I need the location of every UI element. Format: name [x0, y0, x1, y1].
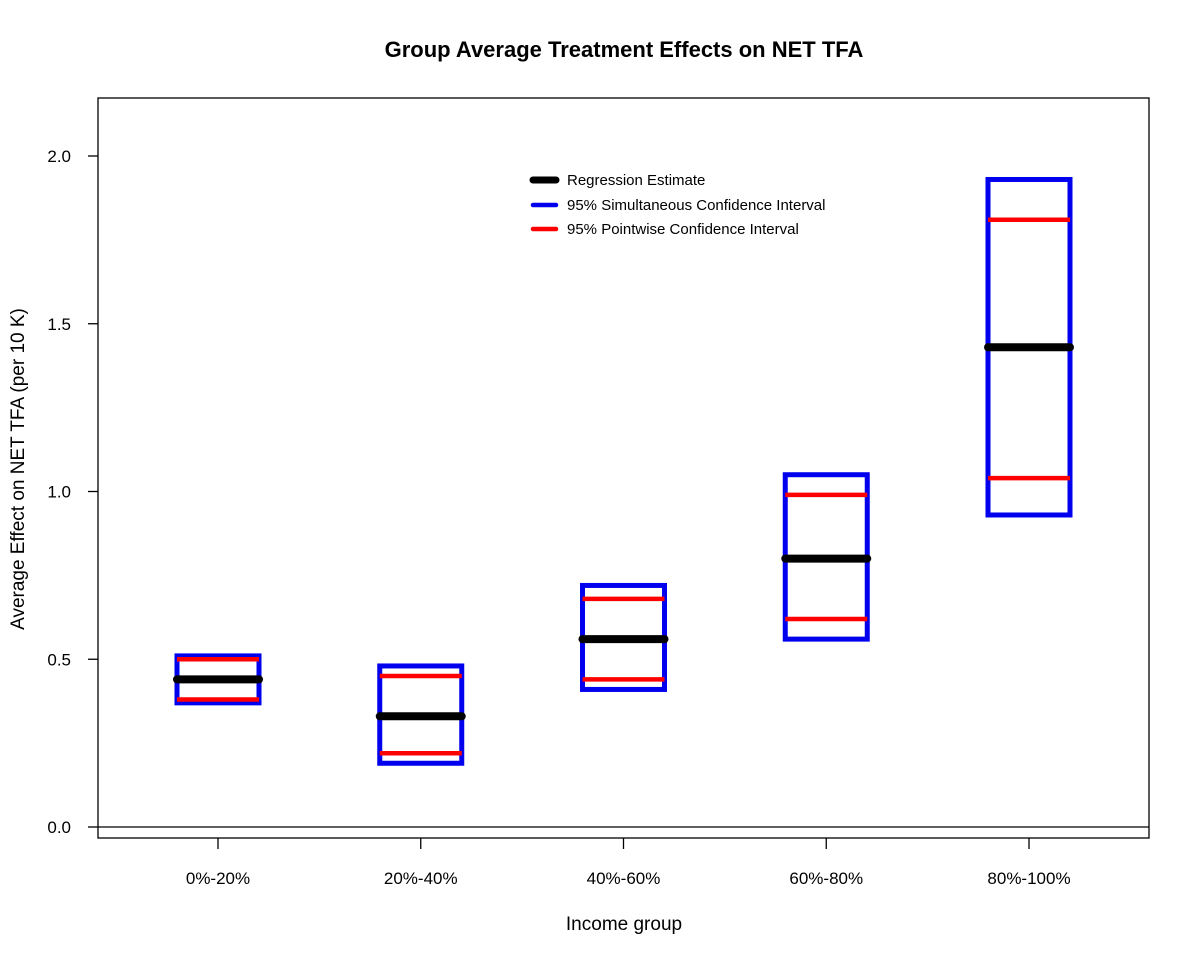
y-tick-label: 1.0	[47, 483, 71, 502]
x-tick-label: 40%-60%	[587, 869, 661, 888]
x-axis-label: Income group	[566, 914, 682, 935]
x-axis: 0%-20% 20%-40% 40%-60% 60%-80% 80%-100%	[186, 838, 1071, 888]
x-tick-label: 60%-80%	[789, 869, 863, 888]
chart-title: Group Average Treatment Effects on NET T…	[385, 37, 864, 62]
y-tick-label: 0.0	[47, 818, 71, 837]
legend: Regression Estimate 95% Simultaneous Conf…	[529, 172, 826, 238]
group-3	[578, 582, 669, 692]
group-5	[984, 176, 1074, 518]
y-axis: 0.0 0.5 1.0 1.5 2.0	[47, 147, 98, 837]
x-tick-label: 20%-40%	[384, 869, 458, 888]
y-tick-label: 0.5	[47, 650, 71, 669]
y-tick-label: 1.5	[47, 315, 71, 334]
data-marks	[173, 176, 1074, 766]
x-tick-label: 80%-100%	[987, 869, 1070, 888]
group-2	[375, 663, 466, 766]
legend-label: 95% Simultaneous Confidence Interval	[567, 197, 826, 214]
group-4	[781, 472, 872, 642]
x-tick-label: 0%-20%	[186, 869, 250, 888]
y-axis-label: Average Effect on NET TFA (per 10 K)	[8, 308, 29, 630]
legend-label: 95% Pointwise Confidence Interval	[567, 221, 799, 238]
y-tick-label: 2.0	[47, 147, 71, 166]
legend-label: Regression Estimate	[567, 172, 705, 189]
group-1	[173, 653, 263, 706]
